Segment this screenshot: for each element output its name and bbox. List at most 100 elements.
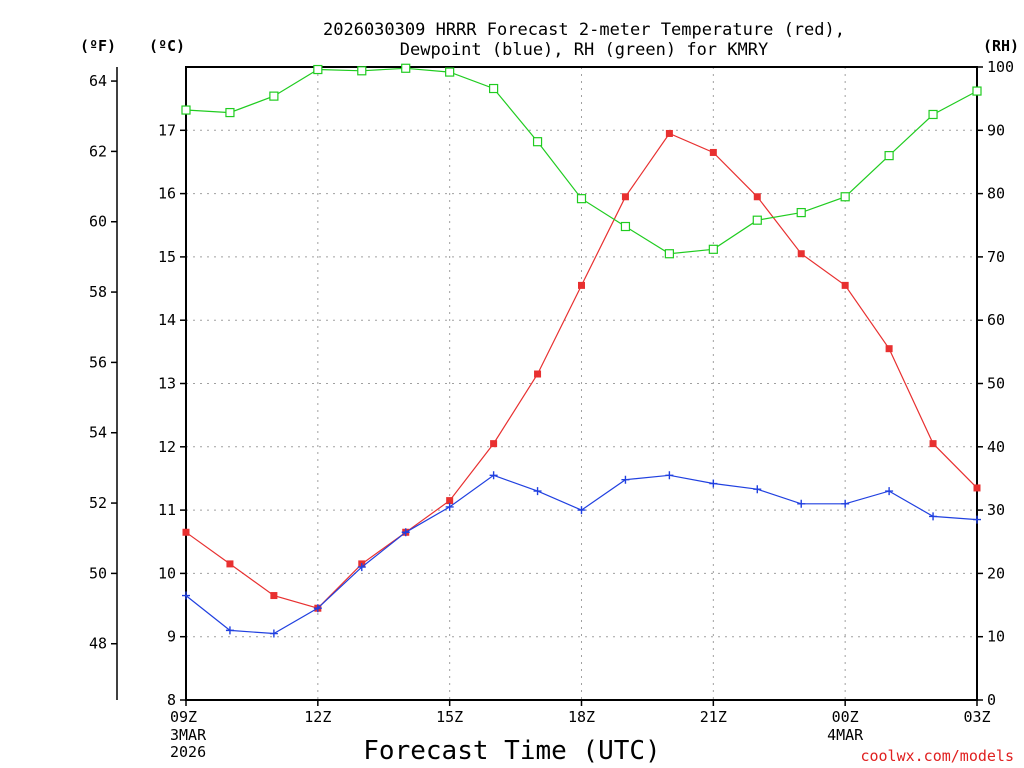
rh-point xyxy=(664,249,674,259)
temperature-point xyxy=(534,370,542,378)
dewpoint-point xyxy=(313,604,322,613)
rh-point xyxy=(840,192,850,202)
temperature-point xyxy=(797,250,805,258)
temperature-point xyxy=(182,528,190,536)
temperature-point xyxy=(226,560,234,568)
rh-point xyxy=(620,221,631,232)
rh-tick-label: 80 xyxy=(987,185,1005,203)
x-tick-label: 18Z xyxy=(568,708,595,726)
rh-point xyxy=(796,207,806,218)
credit-text: coolwx.com/models xyxy=(860,747,1014,765)
x-axis-label: Forecast Time (UTC) xyxy=(363,736,660,766)
rh-tick-label: 60 xyxy=(987,311,1005,329)
temperature-point xyxy=(753,193,761,201)
rh-point xyxy=(972,86,982,96)
temperature-point xyxy=(973,484,981,492)
celsius-tick-label: 17 xyxy=(158,121,176,139)
rh-unit-label: (RH) xyxy=(983,37,1019,55)
chart-title-line1: 2026030309 HRRR Forecast 2-meter Tempera… xyxy=(323,20,845,40)
celsius-tick-label: 11 xyxy=(158,501,176,519)
rh-point xyxy=(445,67,455,77)
series-dewpoint xyxy=(182,471,981,638)
temperature-point xyxy=(446,497,454,505)
rh-tick-label: 50 xyxy=(987,375,1005,393)
dewpoint-point xyxy=(489,471,498,480)
dewpoint-point xyxy=(709,479,718,488)
temperature-point xyxy=(709,148,717,156)
x-tick-label: 21Z xyxy=(700,708,727,726)
chart-title-line2: Dewpoint (blue), RH (green) for KMRY xyxy=(400,40,768,60)
dewpoint-point xyxy=(357,563,366,572)
rh-point xyxy=(532,137,543,147)
rh-point xyxy=(269,91,279,101)
rh-tick-label: 100 xyxy=(987,58,1014,76)
celsius-tick-label: 15 xyxy=(158,248,176,266)
celsius-tick-label: 8 xyxy=(167,691,176,709)
dewpoint-point xyxy=(401,528,410,537)
rh-point xyxy=(928,109,938,120)
fahrenheit-tick-label: 60 xyxy=(89,213,107,231)
dewpoint-point xyxy=(445,502,454,511)
dewpoint-point xyxy=(533,487,542,496)
dewpoint-point xyxy=(225,626,234,635)
rh-tick-label: 90 xyxy=(987,121,1005,139)
x-tick-label: 03Z xyxy=(963,708,990,726)
dewpoint-point xyxy=(665,471,674,480)
temperature-point xyxy=(929,440,937,448)
x-tick-label: 00Z xyxy=(832,708,859,726)
dewpoint-point xyxy=(973,515,981,524)
rh-tick-label: 10 xyxy=(987,628,1005,646)
dewpoint-point xyxy=(885,487,894,496)
rh-point xyxy=(576,194,587,204)
x-tick-label: 12Z xyxy=(304,708,331,726)
rh-point xyxy=(752,215,762,225)
rh-point xyxy=(313,64,323,75)
x-date-label: 4MAR xyxy=(827,726,864,744)
temperature-point xyxy=(578,281,585,289)
rh-tick-label: 70 xyxy=(987,248,1005,266)
fahrenheit-tick-label: 62 xyxy=(89,142,107,160)
temperature-point xyxy=(490,440,498,448)
celsius-tick-label: 16 xyxy=(158,185,176,203)
fahrenheit-unit-label: (ºF) xyxy=(80,37,116,55)
fahrenheit-tick-label: 58 xyxy=(89,283,107,301)
dewpoint-point xyxy=(841,499,850,508)
x-tick-label: 09Z xyxy=(170,708,197,726)
tick-labels: 8 9 10 11 12 13 14 15 16 17 48 50 52 54 56 58 60 62 64 0 10 2… xyxy=(89,58,1014,761)
temperature-point xyxy=(841,281,849,289)
dewpoint-point xyxy=(929,512,938,521)
dewpoint-line xyxy=(185,474,978,635)
fahrenheit-tick-label: 50 xyxy=(89,564,107,582)
fahrenheit-tick-label: 52 xyxy=(89,494,107,512)
rh-point xyxy=(225,107,235,118)
celsius-tick-label: 12 xyxy=(158,438,176,456)
series-rh xyxy=(181,63,982,259)
data-series xyxy=(181,63,982,638)
celsius-tick-label: 9 xyxy=(167,628,176,646)
dewpoint-point xyxy=(753,485,762,494)
dewpoint-point xyxy=(577,506,586,515)
temperature-point xyxy=(270,592,278,600)
rh-tick-label: 20 xyxy=(987,564,1005,582)
dewpoint-point xyxy=(269,629,278,638)
fahrenheit-tick-label: 48 xyxy=(89,635,107,653)
temperature-point xyxy=(665,129,673,137)
fahrenheit-tick-label: 54 xyxy=(89,424,107,442)
rh-tick-label: 0 xyxy=(987,691,996,709)
x-year-label: 2026 xyxy=(170,743,206,761)
temperature-point xyxy=(621,193,629,201)
rh-point xyxy=(884,151,894,161)
rh-tick-label: 30 xyxy=(987,501,1005,519)
gridlines xyxy=(186,67,977,700)
dewpoint-point xyxy=(182,591,190,600)
rh-tick-label: 40 xyxy=(987,438,1005,456)
rh-point xyxy=(401,63,411,73)
rh-point xyxy=(489,83,499,94)
dewpoint-point xyxy=(797,499,806,508)
rh-point xyxy=(708,244,718,254)
celsius-tick-label: 13 xyxy=(158,375,176,393)
x-tick-label: 15Z xyxy=(436,708,463,726)
x-date-label: 3MAR xyxy=(170,726,207,744)
fahrenheit-tick-label: 64 xyxy=(89,72,107,90)
